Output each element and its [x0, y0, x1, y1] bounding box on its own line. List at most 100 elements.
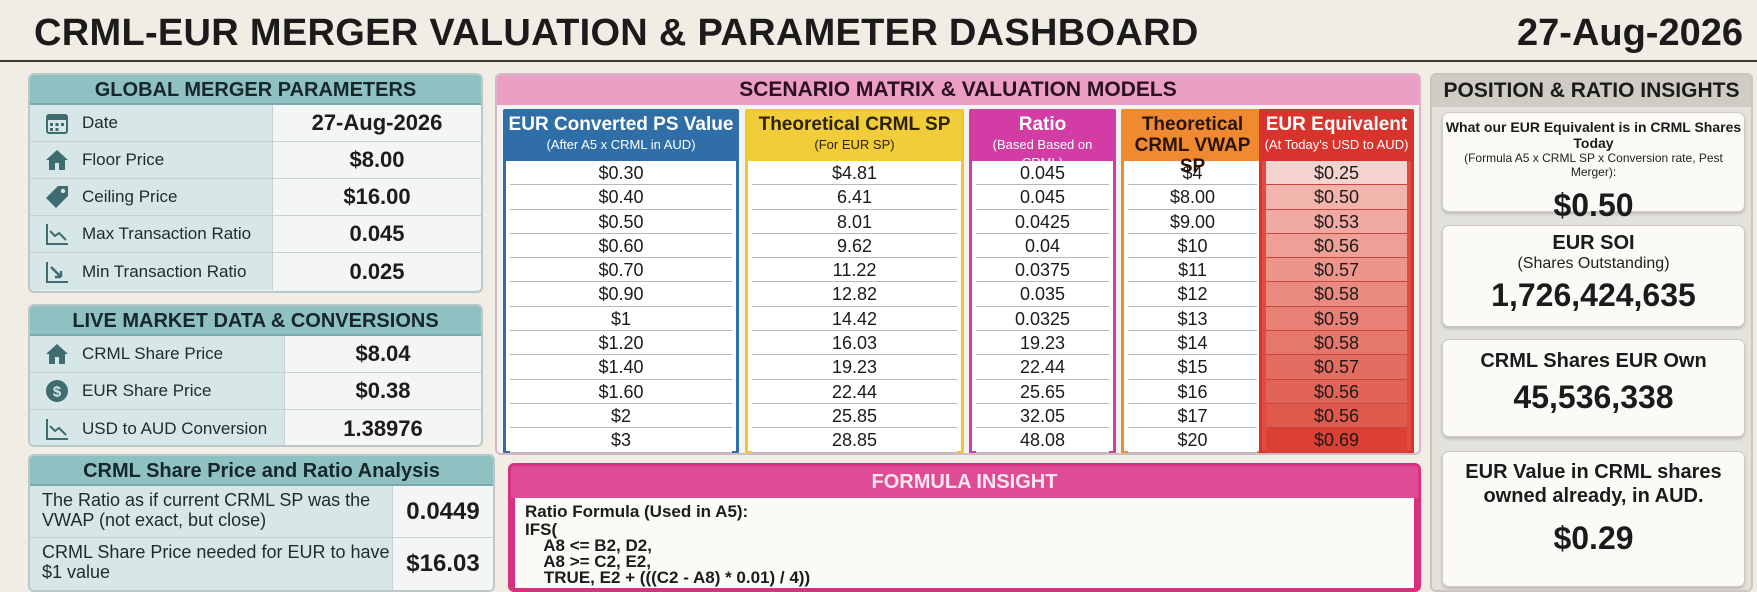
market-value: $0.38: [284, 373, 481, 409]
matrix-cell: $0.30: [510, 161, 732, 186]
column-cells: 0.045 0.045 0.0425 0.04 0.0375 0.035 0.0325 19.…: [976, 161, 1109, 453]
column-title: EUR Equivalent: [1265, 114, 1408, 135]
trend-chart-icon: [46, 418, 68, 440]
formula-body: Ratio Formula (Used in A5): IFS( A8 <= B…: [515, 498, 1414, 588]
matrix-cell: 0.04: [976, 233, 1109, 259]
param-label: Date: [82, 113, 118, 132]
page-title: CRML-EUR MERGER VALUATION & PARAMETER DA…: [34, 12, 1199, 54]
matrix-cell: $13: [1128, 306, 1257, 332]
panel-title: SCENARIO MATRIX & VALUATION MODELS: [497, 75, 1419, 105]
param-row-max-ratio: Max Transaction Ratio 0.045: [30, 216, 481, 253]
matrix-cell: $0.58: [1266, 282, 1407, 307]
matrix-cell: $4.81: [752, 161, 957, 186]
header: CRML-EUR MERGER VALUATION & PARAMETER DA…: [0, 0, 1757, 62]
matrix-cell: 8.01: [752, 209, 957, 234]
column-header: EUR Converted PS Value (After A5 x CRML …: [506, 112, 736, 161]
market-row-crml-price: CRML Share Price $8.04: [30, 336, 481, 373]
matrix-cell: $0.69: [1266, 428, 1407, 453]
matrix-cell: $2: [510, 403, 732, 429]
column-header: Ratio (Based Based on CRML): [972, 112, 1113, 170]
matrix-cell: $15: [1128, 355, 1257, 380]
market-label: EUR Share Price: [82, 381, 212, 400]
market-value: $8.04: [284, 336, 481, 372]
panel-title: CRML Share Price and Ratio Analysis: [30, 456, 493, 486]
matrix-cell: $20: [1128, 428, 1257, 453]
card-value: $0.29: [1553, 520, 1634, 556]
formula-insight-panel: FORMULA INSIGHT Ratio Formula (Used in A…: [508, 463, 1421, 592]
matrix-cell: 25.65: [976, 379, 1109, 404]
dollar-coin-icon: $: [46, 380, 68, 402]
formula-code: IFS( A8 <= B2, D2, A8 >= C2, E2, TRUE, E…: [525, 520, 811, 587]
card-title: EUR SOI: [1552, 232, 1635, 254]
param-row-min-ratio: Min Transaction Ratio 0.025: [30, 253, 481, 290]
matrix-cell: 9.62: [752, 233, 957, 259]
column-title: EUR Converted PS Value: [508, 114, 734, 135]
card-title: EUR Value in CRML shares owned already, …: [1465, 461, 1722, 507]
matrix-cell: $12: [1128, 282, 1257, 307]
card-value: 45,536,338: [1513, 379, 1674, 415]
matrix-cell: $1: [510, 306, 732, 332]
matrix-cell: 32.05: [976, 403, 1109, 429]
matrix-cell: $0.57: [1266, 355, 1407, 380]
column-header: Theoretical CRML VWAP SP: [1124, 112, 1261, 177]
matrix-cell: 16.03: [752, 331, 957, 356]
matrix-cell: $0.70: [510, 258, 732, 283]
live-market-data-panel: LIVE MARKET DATA & CONVERSIONS CRML Shar…: [28, 304, 483, 447]
column-subtitle: (After A5 x CRML in AUD): [546, 137, 696, 152]
matrix-cell: $0.56: [1266, 403, 1407, 429]
matrix-cell: $0.58: [1266, 331, 1407, 356]
matrix-cell: $0.90: [510, 282, 732, 307]
matrix-cell: 0.045: [976, 185, 1109, 210]
matrix-cell: $0.50: [510, 209, 732, 234]
calendar-icon: [46, 114, 68, 134]
column-header: EUR Equivalent (At Today's USD to AUD): [1262, 112, 1411, 161]
price-tag-icon: [46, 186, 68, 208]
matrix-cell: $1.40: [510, 355, 732, 380]
matrix-cell: 0.0375: [976, 258, 1109, 283]
panel-title: POSITION & RATIO INSIGHTS: [1432, 75, 1751, 107]
column-cells: $0.25 $0.50 $0.53 $0.56 $0.57 $0.58 $0.59 $0.58…: [1266, 161, 1407, 453]
param-label: Max Transaction Ratio: [82, 224, 252, 243]
matrix-cell: $3: [510, 428, 732, 453]
matrix-cell: $0.59: [1266, 306, 1407, 332]
card-title: CRML Shares EUR Own: [1480, 350, 1707, 372]
param-label: Min Transaction Ratio: [82, 261, 247, 281]
column-cells: $0.30 $0.40 $0.50 $0.60 $0.70 $0.90 $1 $1.20 $1.…: [510, 161, 732, 453]
param-value: $8.00: [272, 142, 481, 178]
column-title: Theoretical CRML SP: [758, 114, 951, 135]
matrix-cell: $1.20: [510, 331, 732, 356]
matrix-cell: 0.035: [976, 282, 1109, 307]
panel-title: LIVE MARKET DATA & CONVERSIONS: [30, 306, 481, 336]
column-title: Ratio: [1018, 114, 1067, 135]
ratio-value: 0.0449: [392, 486, 493, 537]
matrix-column-ratio: Ratio (Based Based on CRML) 0.0450.0450.…: [969, 109, 1116, 453]
matrix-cell: 6.41: [752, 185, 957, 210]
position-insights-panel: POSITION & RATIO INSIGHTS What our EUR E…: [1430, 73, 1753, 592]
matrix-cell: $0.40: [510, 185, 732, 210]
matrix-cell: $9.00: [1128, 209, 1257, 234]
matrix-cell: 11.22: [752, 258, 957, 283]
column-cells: $4.81 6.41 8.01 9.62 11.22 12.82 14.42 16.03 19.…: [752, 161, 957, 453]
matrix-cell: 22.44: [976, 355, 1109, 380]
param-value: $16.00: [272, 179, 481, 215]
matrix-cell: 12.82: [752, 282, 957, 307]
insight-card-eur-equivalent: What our EUR Equivalent is in CRML Share…: [1442, 112, 1745, 223]
card-subtitle: (Formula A5 x CRML SP x Conversion rate,…: [1464, 151, 1723, 179]
param-value: 0.025: [272, 253, 481, 290]
card-value: 1,726,424,635: [1491, 277, 1696, 313]
card-subtitle: (Shares Outstanding): [1517, 255, 1670, 272]
column-subtitle: (At Today's USD to AUD): [1264, 137, 1409, 152]
matrix-cell: $0.53: [1266, 209, 1407, 234]
matrix-cell: 0.0425: [976, 209, 1109, 234]
panel-title: FORMULA INSIGHT: [511, 466, 1418, 498]
matrix-cell: 14.42: [752, 306, 957, 332]
matrix-cell: $11: [1128, 258, 1257, 283]
param-label: Ceiling Price: [82, 187, 178, 206]
matrix-cell: $0.50: [1266, 185, 1407, 210]
matrix-cell: $14: [1128, 331, 1257, 356]
matrix-cell: 19.23: [976, 331, 1109, 356]
matrix-column-eur-converted: EUR Converted PS Value (After A5 x CRML …: [503, 109, 739, 453]
header-date: 27-Aug-2026: [1517, 12, 1743, 54]
house-icon: [46, 150, 68, 170]
trend-chart-icon: [46, 224, 68, 245]
